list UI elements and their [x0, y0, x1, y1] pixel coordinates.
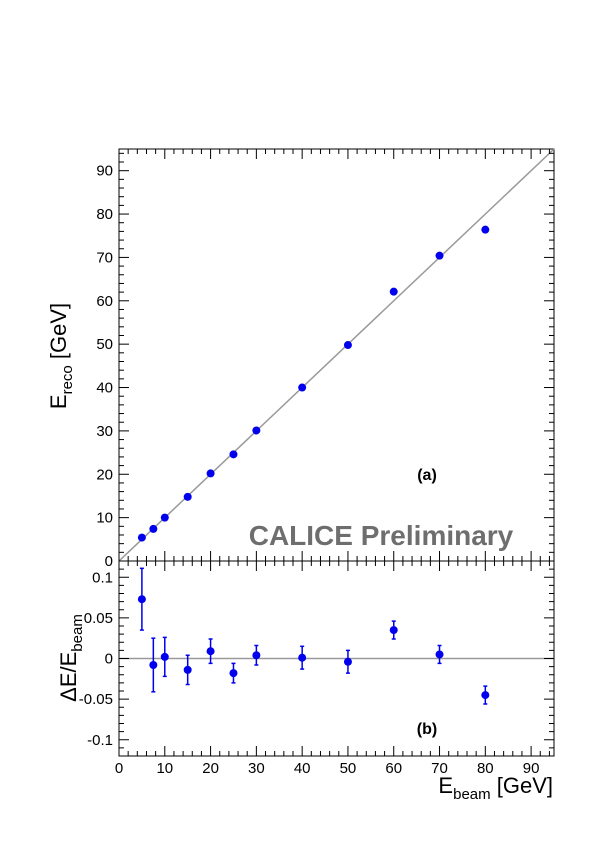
data-point — [435, 251, 444, 260]
data-point — [160, 513, 169, 522]
y-tick-label: 60 — [96, 293, 113, 310]
y-tick-label: 80 — [96, 206, 113, 223]
y-axis-title-top: Ereco [GeV] — [46, 303, 76, 409]
panel-label-b: (b) — [417, 721, 437, 738]
y-tick-label: 0 — [105, 651, 113, 668]
data-point — [149, 524, 158, 533]
x-tick-label: 60 — [385, 760, 402, 777]
data-points-top — [137, 225, 490, 542]
y-tick-labels-top: 0 10 20 30 40 50 60 70 80 90 — [96, 163, 113, 570]
data-point — [229, 450, 238, 459]
watermark: CALICE Preliminary — [249, 520, 514, 551]
data-point — [160, 652, 169, 661]
data-point — [389, 626, 398, 635]
data-point — [252, 651, 261, 660]
data-point — [389, 287, 398, 296]
x-tick-label: 50 — [340, 760, 357, 777]
data-point — [343, 341, 352, 350]
x-axis-title: Ebeam [GeV] — [438, 773, 553, 803]
y-tick-label: -0.05 — [79, 691, 113, 708]
data-point — [137, 533, 146, 542]
y-tick-label: 10 — [96, 510, 113, 527]
y-tick-label: 40 — [96, 380, 113, 397]
x-tick-label: 70 — [431, 760, 448, 777]
x-tick-label: 30 — [248, 760, 265, 777]
axis-ticks-bottom — [118, 560, 554, 757]
axis-ticks-top — [118, 149, 554, 562]
data-point — [206, 469, 215, 478]
y-axis-title-bottom: ΔE/Ebeam — [56, 614, 86, 702]
x-tick-label: 40 — [294, 760, 311, 777]
y-tick-label: 0 — [105, 553, 113, 570]
data-point — [481, 691, 490, 700]
y-tick-label: 20 — [96, 466, 113, 483]
x-tick-label: 0 — [115, 760, 123, 777]
x-tick-label: 80 — [477, 760, 494, 777]
data-point — [298, 383, 307, 392]
linearity-panel: 0 10 20 30 40 50 60 70 80 90 Ereco [GeV] (a) CALI… — [46, 148, 555, 570]
x-tick-label: 90 — [523, 760, 540, 777]
y-tick-label: 90 — [96, 163, 113, 180]
data-point — [435, 650, 444, 659]
residual-panel: -0.1 -0.05 0 0.05 0.1 0 10 20 30 40 50 60 70 80 90 ΔE… — [56, 560, 555, 803]
y-tick-label: 0.1 — [92, 569, 113, 586]
x-tick-label: 10 — [156, 760, 173, 777]
y-tick-label: 30 — [96, 423, 113, 440]
x-tick-label: 20 — [202, 760, 219, 777]
y-tick-label: 70 — [96, 249, 113, 266]
y-tick-label: 0.05 — [84, 610, 113, 627]
panel-label-a: (a) — [417, 467, 437, 484]
data-point — [183, 665, 192, 674]
y-tick-labels-bottom: -0.1 -0.05 0 0.05 0.1 — [79, 569, 113, 749]
data-point — [149, 661, 158, 669]
x-tick-labels: 0 10 20 30 40 50 60 70 80 90 — [115, 760, 540, 777]
data-point — [183, 492, 192, 501]
data-point — [206, 647, 215, 656]
data-point — [252, 426, 261, 435]
data-point — [298, 653, 307, 662]
y-tick-label: 50 — [96, 336, 113, 353]
data-point — [481, 225, 490, 234]
unity-reference-line — [118, 148, 555, 562]
y-tick-label: -0.1 — [87, 732, 113, 749]
data-point — [343, 657, 352, 666]
data-point — [137, 595, 146, 604]
data-point — [229, 669, 238, 678]
data-points-bottom — [137, 567, 490, 705]
